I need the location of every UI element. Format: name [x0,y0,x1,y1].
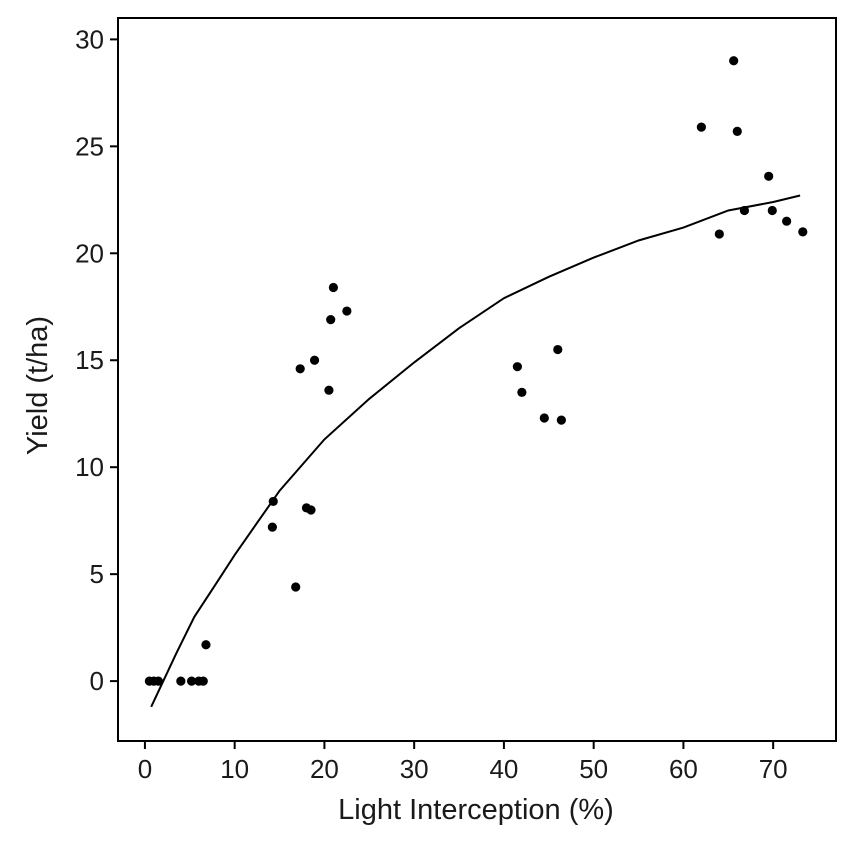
data-point [326,315,336,325]
data-point [268,496,278,507]
data-point [328,282,338,293]
data-point [291,582,301,592]
x-axis-label: Light Interception (%) [338,794,614,826]
data-point [324,385,334,395]
y-tick-label: 25 [75,131,104,161]
data-point [553,344,563,355]
x-tick-label: 10 [220,754,249,784]
x-tick-label: 0 [138,754,152,784]
data-point [295,364,305,374]
data-point [556,415,566,425]
x-tick-label: 70 [759,754,788,784]
data-point [186,676,197,686]
x-tick-label: 50 [579,754,608,784]
y-tick-label: 20 [75,238,104,268]
y-tick-label: 5 [90,559,104,589]
x-tick-label: 40 [489,754,518,784]
data-point [153,676,163,686]
fit-curve [150,194,801,708]
x-axis: 0 10 20 30 40 50 60 70 [138,741,788,784]
data-point [309,355,320,365]
data-point [782,216,792,226]
x-tick-label: 30 [400,754,429,784]
data-point [267,522,277,532]
data-point [714,229,724,239]
data-point [767,205,777,216]
data-point [342,306,352,316]
data-point [729,56,739,66]
y-tick-label: 30 [75,24,104,54]
data-point [732,126,742,136]
data-point [517,387,527,397]
x-tick-label: 20 [310,754,339,784]
data-point [539,413,549,423]
data-point [764,171,774,181]
y-axis-label: Yield (t/ha) [22,316,54,455]
y-tick-label: 15 [75,345,104,375]
plot-frame [117,17,837,742]
data-point [306,505,316,515]
data-point [798,227,808,237]
y-tick-label: 0 [90,666,104,696]
y-axis: 0 5 10 15 20 25 30 [75,24,118,696]
data-point [739,205,750,216]
data-point [198,676,208,686]
data-point [696,122,706,132]
data-point [512,362,522,372]
x-tick-label: 60 [669,754,698,784]
data-point [201,640,211,650]
data-point [176,676,186,686]
data-points [144,56,808,686]
y-tick-label: 10 [75,452,104,482]
